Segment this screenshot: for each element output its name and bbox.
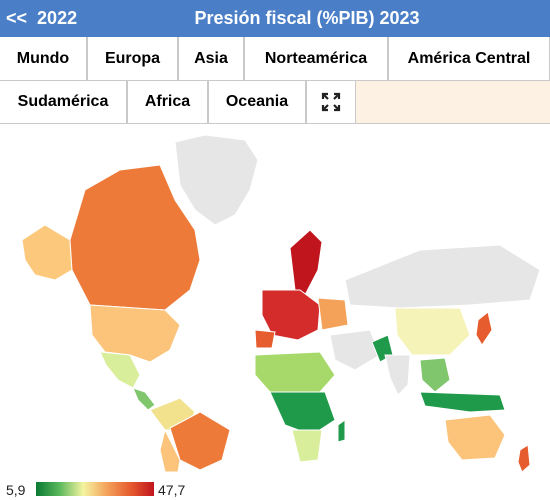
- tab-sudamerica[interactable]: Sudamérica: [0, 81, 127, 124]
- region-tabs-row-1: Mundo Europa Asia Norteamérica América C…: [0, 37, 550, 81]
- region-scandinavia[interactable]: [289, 229, 323, 296]
- legend-max: 47,7: [158, 482, 186, 498]
- region-usa[interactable]: [89, 304, 181, 363]
- region-japan[interactable]: [475, 311, 493, 346]
- region-southern-africa[interactable]: [291, 429, 323, 463]
- region-australia[interactable]: [444, 414, 506, 461]
- region-canada[interactable]: [69, 164, 201, 311]
- world-map[interactable]: [0, 130, 550, 473]
- tab-oceania[interactable]: Oceania: [208, 81, 306, 124]
- tab-africa[interactable]: Africa: [127, 81, 208, 124]
- region-russia[interactable]: [344, 244, 541, 309]
- expand-icon: [321, 92, 341, 112]
- back-button[interactable]: << 2022: [6, 8, 77, 29]
- tab-norteamerica[interactable]: Norteamérica: [244, 37, 388, 81]
- region-mexico[interactable]: [99, 351, 141, 389]
- region-india[interactable]: [384, 354, 411, 396]
- region-central-africa[interactable]: [269, 391, 336, 436]
- tab-mundo[interactable]: Mundo: [0, 37, 87, 81]
- tab-europa[interactable]: Europa: [87, 37, 178, 81]
- page-title: Presión fiscal (%PIB) 2023: [194, 8, 420, 28]
- region-middle-east[interactable]: [329, 329, 381, 371]
- legend-gradient: [36, 482, 154, 496]
- fullscreen-button[interactable]: [306, 81, 356, 124]
- region-central-america[interactable]: [132, 387, 156, 411]
- region-madagascar[interactable]: [337, 419, 346, 443]
- region-indonesia[interactable]: [419, 391, 506, 413]
- tab-asia[interactable]: Asia: [178, 37, 244, 81]
- region-tabs-row-2: Sudamérica Africa Oceania: [0, 81, 550, 124]
- region-alaska[interactable]: [21, 224, 73, 281]
- back-label: <<: [6, 8, 28, 28]
- region-greenland[interactable]: [174, 134, 259, 226]
- region-iberia[interactable]: [254, 329, 276, 349]
- legend-min: 5,9: [6, 482, 26, 498]
- header-bar: << 2022 Presión fiscal (%PIB) 2023: [0, 0, 550, 37]
- region-new-zealand[interactable]: [517, 444, 531, 473]
- region-western-europe[interactable]: [261, 289, 321, 341]
- region-north-africa[interactable]: [254, 351, 336, 393]
- region-southeast-asia[interactable]: [419, 357, 451, 393]
- color-legend: 5,9 47,7: [0, 478, 550, 500]
- tab-america-central[interactable]: América Central: [388, 37, 550, 81]
- region-china[interactable]: [394, 307, 471, 356]
- region-eastern-europe[interactable]: [317, 297, 349, 331]
- tabs-filler: [356, 81, 550, 124]
- prev-year-link[interactable]: 2022: [37, 8, 78, 28]
